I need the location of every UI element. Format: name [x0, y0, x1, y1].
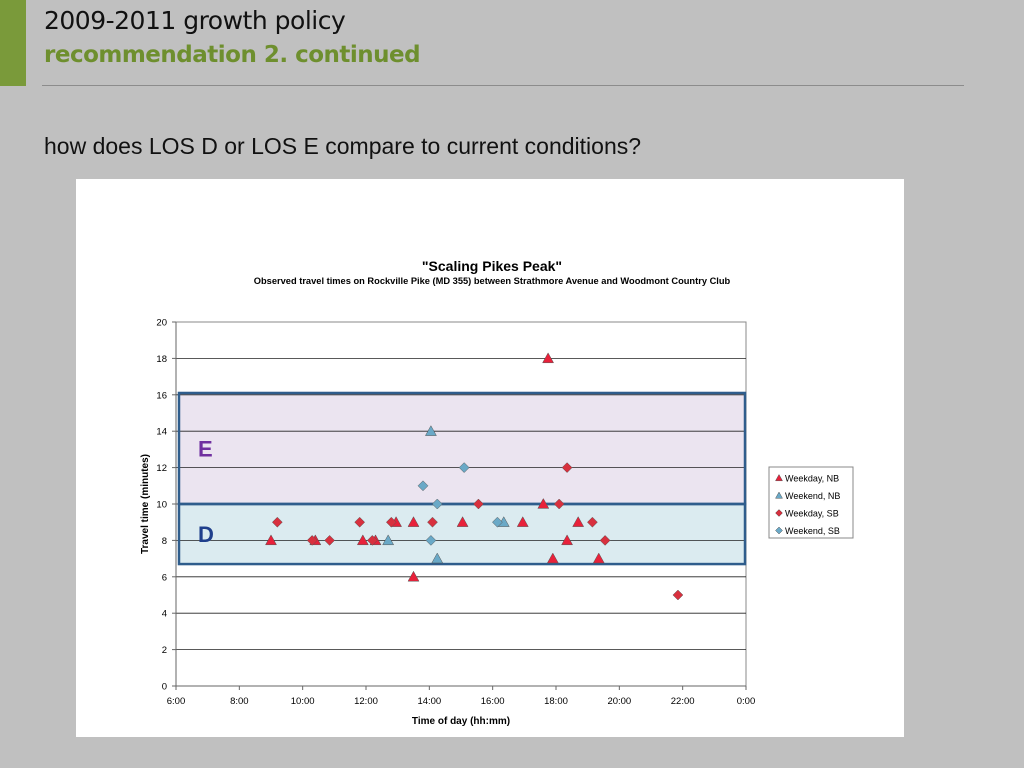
- chart-panel: "Scaling Pikes Peak" Observed travel time…: [76, 179, 904, 737]
- legend-marker: [775, 491, 783, 499]
- x-tick-label: 20:00: [607, 696, 631, 707]
- data-point: [672, 589, 684, 601]
- y-tick-label: 20: [156, 318, 167, 329]
- x-axis-title: Time of day (hh:mm): [412, 716, 510, 727]
- data-point: [356, 534, 369, 546]
- x-tick-label: 0:00: [737, 696, 756, 707]
- y-tick-label: 8: [162, 536, 167, 547]
- data-point: [417, 480, 429, 492]
- series-3: [417, 462, 503, 546]
- data-point: [592, 552, 605, 564]
- legend-marker: [775, 526, 783, 535]
- data-point: [431, 498, 443, 510]
- data-point: [407, 516, 420, 527]
- los-band-e: [179, 392, 745, 504]
- data-point: [366, 535, 378, 546]
- data-point: [599, 535, 611, 546]
- data-point: [265, 534, 277, 546]
- data-point: [537, 497, 550, 509]
- scatter-chart: "Scaling Pikes Peak" Observed travel time…: [140, 258, 854, 727]
- legend-box: [768, 466, 854, 539]
- data-point: [382, 534, 395, 546]
- y-tick-label: 6: [162, 572, 167, 583]
- y-tick-label: 14: [156, 427, 167, 438]
- data-point: [546, 552, 559, 564]
- los-label-e: E: [198, 436, 213, 461]
- chart-subtitle: Observed travel times on Rockville Pike …: [254, 276, 731, 286]
- data-point: [456, 516, 469, 527]
- x-tick-label: 18:00: [544, 696, 568, 707]
- x-tick-label: 12:00: [354, 696, 378, 707]
- data-point: [473, 498, 484, 510]
- data-point: [324, 535, 335, 546]
- y-tick-label: 4: [162, 609, 167, 620]
- title-accent-bar: [0, 0, 26, 86]
- series-2: [271, 462, 684, 601]
- data-point: [587, 516, 598, 528]
- slide-question: how does LOS D or LOS E compare to curre…: [44, 133, 642, 159]
- y-tick-label: 0: [162, 682, 167, 693]
- data-point: [425, 535, 437, 546]
- data-point: [407, 570, 420, 582]
- series-1: [382, 425, 510, 564]
- los-band-border-d: [177, 502, 747, 566]
- y-axis-title: Travel time (minutes): [140, 454, 151, 554]
- y-tick-label: 16: [156, 390, 167, 401]
- x-tick-label: 8:00: [230, 696, 249, 707]
- data-point: [553, 498, 565, 510]
- y-tick-label: 12: [156, 463, 167, 474]
- legend-marker: [775, 473, 783, 482]
- data-point: [354, 516, 366, 528]
- data-point: [385, 516, 397, 528]
- x-tick-label: 10:00: [291, 696, 315, 707]
- slide-title: 2009-2011 growth policy: [44, 6, 346, 35]
- data-point: [427, 516, 438, 528]
- legend-label: Weekday, SB: [785, 509, 839, 519]
- los-band-d: [179, 504, 745, 565]
- data-point: [561, 534, 574, 546]
- chart-title: "Scaling Pikes Peak": [422, 258, 562, 274]
- x-tick-label: 22:00: [671, 696, 695, 707]
- x-tick-label: 16:00: [481, 696, 505, 707]
- data-point: [561, 462, 573, 473]
- legend-label: Weekday, NB: [785, 474, 839, 484]
- y-tick-label: 2: [162, 645, 167, 656]
- x-tick-label: 14:00: [417, 696, 441, 707]
- data-point: [516, 516, 529, 527]
- slide-subtitle: recommendation 2. continued: [44, 42, 421, 68]
- data-point: [431, 552, 444, 564]
- x-tick-label: 6:00: [167, 696, 186, 707]
- data-point: [271, 516, 283, 528]
- data-point: [542, 352, 555, 364]
- data-point: [424, 425, 437, 436]
- y-tick-label: 18: [156, 354, 167, 365]
- data-point: [572, 516, 585, 527]
- title-divider: [42, 85, 964, 86]
- data-point: [492, 516, 503, 528]
- legend-marker: [775, 509, 783, 517]
- data-point: [306, 535, 318, 546]
- legend-label: Weekend, NB: [785, 491, 840, 501]
- legend-label: Weekend, SB: [785, 526, 840, 536]
- los-label-d: D: [198, 522, 214, 547]
- data-point: [458, 462, 470, 473]
- y-tick-label: 10: [156, 500, 167, 511]
